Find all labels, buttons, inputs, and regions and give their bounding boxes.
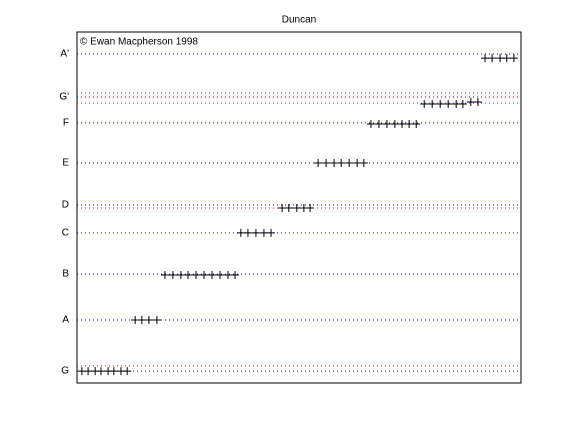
y-tick-label: C <box>62 228 69 239</box>
y-tick-label: B <box>62 269 69 280</box>
marker <box>412 120 421 129</box>
y-tick-label: E <box>62 158 69 169</box>
marker <box>322 158 331 167</box>
marker <box>236 228 245 237</box>
marker <box>390 120 399 129</box>
marker <box>223 271 232 279</box>
y-tick-label: D <box>62 200 69 211</box>
y-tick-label: A <box>62 315 69 326</box>
marker <box>199 271 208 279</box>
y-tick-label: F <box>63 118 69 129</box>
marker <box>366 120 375 129</box>
marker <box>96 367 105 376</box>
marker <box>251 228 260 237</box>
marker <box>473 97 482 106</box>
marker <box>207 271 216 279</box>
marker <box>215 271 224 279</box>
marker <box>382 120 391 129</box>
marker <box>509 54 518 63</box>
marker <box>267 228 276 237</box>
marker <box>428 100 437 108</box>
marker <box>292 203 301 212</box>
y-tick-label: G <box>61 366 69 377</box>
marker <box>231 271 240 279</box>
marker <box>405 120 414 129</box>
marker <box>359 158 368 167</box>
marker <box>314 158 323 167</box>
marker <box>84 367 93 376</box>
marker <box>168 271 177 279</box>
marker <box>191 271 200 279</box>
marker <box>374 120 383 129</box>
marker <box>243 228 252 237</box>
marker <box>176 271 185 279</box>
marker <box>481 54 490 63</box>
marker <box>109 367 118 376</box>
marker <box>306 203 315 212</box>
marker <box>337 158 346 167</box>
marker <box>420 100 429 108</box>
marker <box>184 271 192 279</box>
marker <box>345 158 354 167</box>
annotation: © Ewan Macpherson 1998 <box>80 37 198 48</box>
chart-title: Duncan <box>282 15 316 26</box>
marker <box>284 203 293 212</box>
marker <box>502 54 511 63</box>
marker <box>444 100 453 108</box>
marker <box>259 228 268 237</box>
y-tick-label: A' <box>60 49 69 60</box>
marker <box>436 100 445 108</box>
marker <box>466 97 475 106</box>
marker <box>488 54 497 63</box>
y-tick-label: G' <box>59 92 69 103</box>
marker <box>137 316 146 324</box>
marker <box>123 367 132 376</box>
marker <box>144 316 153 324</box>
marker <box>160 271 169 279</box>
marker <box>398 120 407 129</box>
marker <box>152 316 161 324</box>
marker <box>330 158 339 167</box>
marker <box>458 100 467 108</box>
